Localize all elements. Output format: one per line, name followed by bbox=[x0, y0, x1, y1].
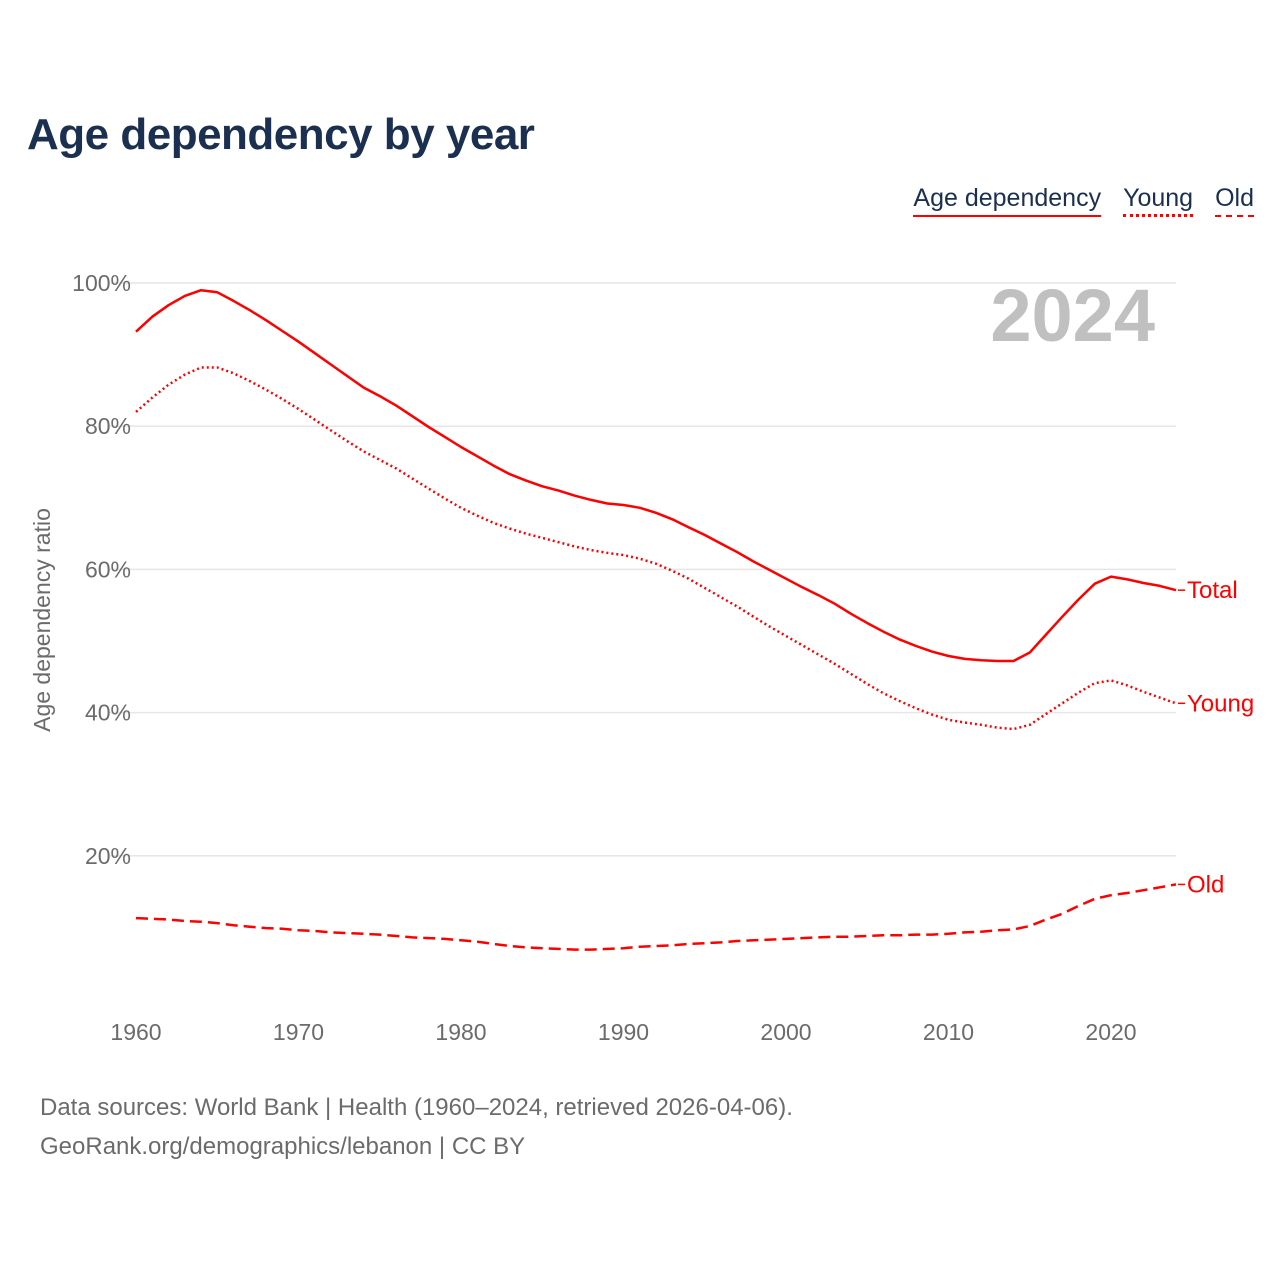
footer: Data sources: World Bank | Health (1960–… bbox=[40, 1088, 793, 1166]
x-tick-label: 2010 bbox=[923, 1019, 974, 1045]
y-tick-label: 80% bbox=[85, 413, 131, 439]
x-tick-label: 2020 bbox=[1085, 1019, 1136, 1045]
y-tick-label: 60% bbox=[85, 556, 131, 582]
year-badge: 2024 bbox=[990, 274, 1155, 357]
x-tick-label: 2000 bbox=[760, 1019, 811, 1045]
series-end-label-young: Young bbox=[1187, 690, 1254, 717]
x-tick-label: 1980 bbox=[435, 1019, 486, 1045]
y-axis-label: Age dependency ratio bbox=[29, 508, 55, 732]
series-end-label-total: Total bbox=[1187, 577, 1238, 604]
x-tick-label: 1970 bbox=[273, 1019, 324, 1045]
series-line-total bbox=[135, 288, 1177, 663]
legend-item-total[interactable]: Age dependency bbox=[913, 184, 1102, 217]
x-tick-label: 1960 bbox=[110, 1019, 161, 1045]
legend-item-young[interactable]: Young bbox=[1123, 184, 1194, 217]
y-tick-label: 20% bbox=[85, 843, 131, 869]
chart-title: Age dependency by year bbox=[27, 110, 535, 159]
legend: Age dependency Young Old bbox=[913, 184, 1254, 217]
footer-link[interactable]: GeoRank.org/demographics/lebanon | CC BY bbox=[40, 1133, 526, 1160]
x-tick-label: 1990 bbox=[598, 1019, 649, 1045]
series-line-old bbox=[135, 883, 1177, 951]
y-tick-label: 40% bbox=[85, 700, 131, 726]
footer-source: Data sources: World Bank | Health (1960–… bbox=[40, 1094, 793, 1121]
y-tick-label: 100% bbox=[72, 270, 131, 296]
series-line-young bbox=[135, 366, 1177, 731]
series-end-label-old: Old bbox=[1187, 871, 1224, 898]
legend-item-old[interactable]: Old bbox=[1215, 184, 1254, 217]
